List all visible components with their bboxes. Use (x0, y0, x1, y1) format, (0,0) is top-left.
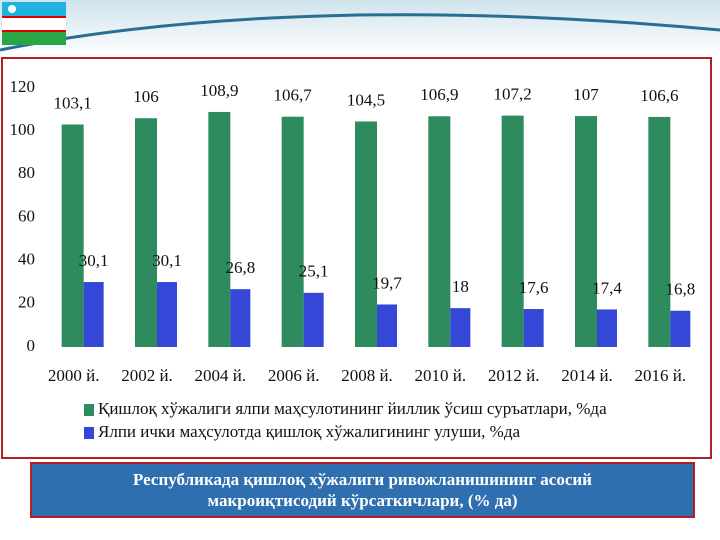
legend-label: Қишлоқ хўжалиги ялпи маҳсулотининг йилли… (98, 399, 607, 418)
legend-swatch (84, 404, 94, 416)
x-tick-label: 2004 й. (195, 366, 247, 385)
caption-box: Республикада қишлоқ хўжалиги ривожланиши… (30, 462, 695, 518)
value-label: 107 (573, 85, 599, 104)
legend-swatch (84, 427, 94, 439)
bar (523, 309, 544, 347)
bar (501, 115, 524, 347)
y-tick-label: 60 (18, 206, 35, 225)
value-label: 104,5 (347, 90, 385, 109)
x-tick-label: 2016 й. (635, 366, 687, 385)
bar (208, 111, 231, 348)
value-label: 106,6 (640, 86, 678, 105)
bar (575, 116, 597, 347)
x-tick-label: 2014 й. (561, 366, 613, 385)
y-tick-label: 100 (10, 120, 36, 139)
y-tick-label: 40 (18, 250, 35, 269)
value-label: 107,2 (494, 85, 532, 104)
y-tick-label: 120 (10, 77, 36, 96)
value-label: 19,7 (372, 273, 402, 292)
y-tick-label: 20 (18, 293, 35, 312)
value-label: 106,7 (274, 86, 313, 105)
bar (450, 308, 471, 347)
bar (355, 121, 377, 348)
y-tick-label: 0 (27, 336, 36, 355)
value-label: 25,1 (299, 262, 329, 281)
chart-title: Республикада қишлоқ хўжалиги ривожланиши… (133, 470, 592, 510)
value-label: 17,6 (519, 278, 549, 297)
legend-label: Ялпи ички маҳсулотда қишлоқ хўжалигининг… (98, 422, 520, 441)
bar (303, 292, 324, 347)
bar (428, 116, 451, 347)
value-label: 106,9 (420, 85, 458, 104)
value-label: 26,8 (225, 258, 255, 277)
value-label: 108,9 (200, 81, 238, 100)
bar (377, 304, 397, 347)
value-label: 17,4 (592, 278, 622, 297)
x-tick-label: 2006 й. (268, 366, 320, 385)
bar (61, 124, 84, 347)
x-tick-label: 2012 й. (488, 366, 540, 385)
y-tick-label: 80 (18, 163, 35, 182)
header-wave (0, 13, 720, 52)
value-label: 106 (133, 87, 159, 106)
header-band (0, 0, 720, 56)
bar (83, 282, 104, 347)
x-tick-label: 2008 й. (341, 366, 393, 385)
bar (230, 289, 251, 347)
value-label: 30,1 (79, 251, 109, 270)
bar (670, 310, 691, 347)
value-label: 103,1 (54, 93, 92, 112)
bar (157, 282, 177, 347)
bar (281, 116, 304, 347)
value-label: 30,1 (152, 251, 182, 270)
flag (2, 2, 66, 45)
value-label: 16,8 (665, 280, 695, 299)
bar (648, 116, 671, 348)
x-tick-label: 2002 й. (121, 366, 173, 385)
x-tick-label: 2010 й. (415, 366, 467, 385)
x-tick-label: 2000 й. (48, 366, 100, 385)
bar (597, 309, 617, 347)
bar (135, 118, 157, 347)
value-label: 18 (452, 277, 469, 296)
